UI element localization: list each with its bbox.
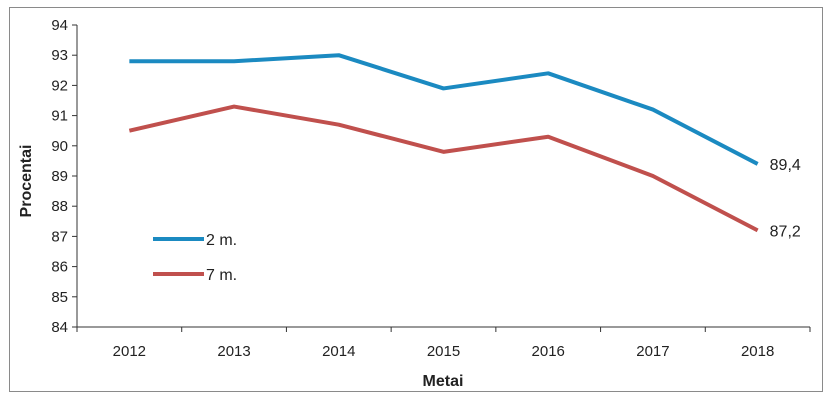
y-tick-label: 84	[51, 319, 68, 336]
x-tick-label: 2018	[741, 343, 774, 360]
legend: 2 m. 7 m.	[153, 232, 237, 284]
y-axis-title: Procentai	[18, 145, 35, 218]
x-tick-label: 2014	[322, 343, 355, 360]
y-axis-ticks: 84 85 86 87 88 89 90 91 92 93 94	[51, 17, 77, 336]
y-tick-label: 93	[51, 47, 68, 64]
series-lines	[128, 53, 759, 233]
y-tick-label: 88	[51, 198, 68, 215]
x-tick-label: 2015	[427, 343, 460, 360]
series-line-1	[129, 53, 759, 166]
chart-frame	[9, 7, 823, 392]
y-tick-label: 90	[51, 138, 68, 155]
x-tick-label: 2016	[532, 343, 565, 360]
legend-label: 7 m.	[206, 267, 237, 284]
legend-label: 2 m.	[206, 232, 237, 249]
end-data-label: 89,4	[770, 157, 801, 174]
y-tick-label: 87	[51, 228, 68, 245]
end-labels: 89,4 87,2	[770, 157, 801, 240]
x-axis-title: Metai	[423, 373, 464, 390]
y-tick-label: 89	[51, 168, 68, 185]
y-tick-label: 94	[51, 17, 68, 34]
end-data-label: 87,2	[770, 223, 801, 240]
x-axis-ticks: 2012 2013 2014 2015 2016 2017 2018	[76, 327, 811, 360]
x-tick-label: 2013	[217, 343, 250, 360]
y-tick-label: 86	[51, 259, 68, 276]
y-tick-label: 91	[51, 108, 68, 125]
x-tick-label: 2012	[113, 343, 146, 360]
series-line-2	[128, 104, 759, 233]
y-tick-label: 92	[51, 77, 68, 94]
x-tick-label: 2017	[636, 343, 669, 360]
chart-axes	[76, 25, 810, 328]
y-tick-label: 85	[51, 289, 68, 306]
